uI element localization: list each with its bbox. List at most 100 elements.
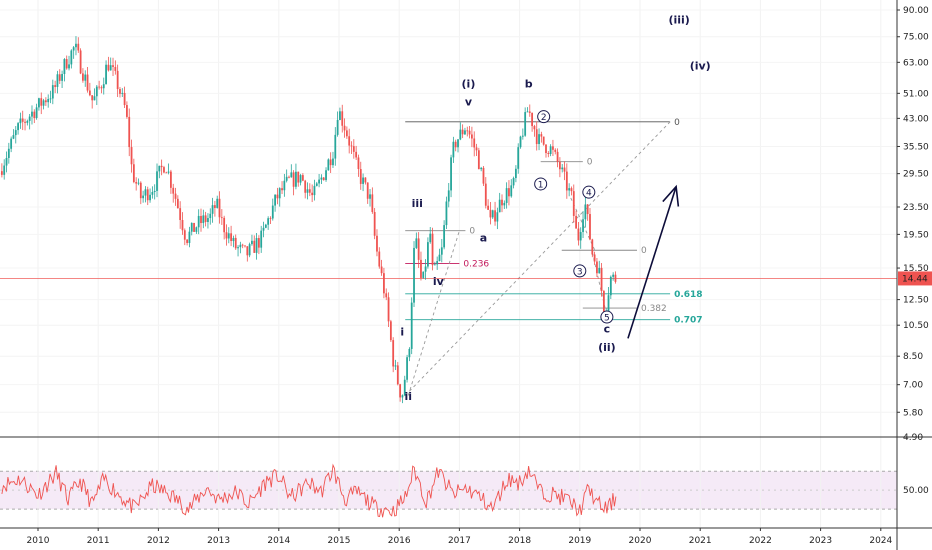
candle-body	[517, 147, 520, 169]
candle-body	[387, 297, 390, 322]
candle-body	[218, 198, 221, 218]
wave-label: (iv)	[690, 59, 711, 72]
time-tick-label: 2021	[689, 536, 712, 546]
wave-label: c	[604, 322, 611, 335]
candle-body	[135, 182, 138, 184]
candle-body	[475, 147, 478, 151]
candle-body	[255, 238, 258, 253]
candle-body	[51, 85, 54, 99]
candle-body	[508, 188, 510, 197]
candle-body	[188, 231, 191, 243]
candle-body	[311, 192, 314, 196]
candle-body	[24, 121, 26, 123]
candle-body	[443, 225, 446, 248]
candle-body	[505, 188, 508, 203]
candle-body	[267, 218, 270, 225]
candle-body	[345, 130, 348, 137]
candle-body	[163, 167, 165, 173]
price-tick-label: 19.50	[903, 230, 929, 240]
time-axis-labels: 2010 2011 2012 2013 2014 2015 2016 2017 2018 2019…	[27, 528, 893, 546]
candle-body	[274, 194, 276, 206]
candle-body	[109, 65, 112, 71]
candle-body	[139, 182, 142, 199]
candle-body	[565, 171, 568, 191]
price-axis-labels: 90.00 75.00 63.00 51.00 43.00 35.50 29.50 23.50…	[897, 6, 929, 496]
fib-level-label: 0.382	[641, 304, 667, 314]
candle-body	[371, 194, 374, 213]
candle-body	[540, 134, 543, 137]
candle-body	[299, 175, 302, 183]
fib-level-label: 0	[469, 227, 475, 237]
candle-body	[149, 194, 151, 201]
candle-body	[501, 199, 503, 206]
wave-circle	[582, 185, 596, 199]
candle-body	[343, 125, 346, 131]
candle-body	[190, 222, 193, 232]
candle-body	[498, 199, 501, 213]
candle-body	[31, 111, 33, 117]
candle-body	[195, 227, 198, 232]
candle-body	[40, 98, 43, 106]
candle-body	[591, 239, 594, 255]
candle-body	[450, 157, 452, 191]
candle-body	[232, 237, 235, 242]
candle-body	[281, 188, 283, 191]
candle-body	[88, 90, 91, 96]
candle-body	[584, 204, 587, 220]
candle-body	[454, 141, 457, 148]
price-tick-label: 23.50	[903, 203, 929, 213]
candle-body	[42, 100, 45, 106]
candle-body	[297, 171, 300, 183]
candle-body	[380, 266, 383, 274]
candle-body	[156, 171, 158, 191]
candle-body	[322, 177, 325, 181]
candle-body	[112, 65, 114, 67]
wave-label: iii	[412, 197, 423, 210]
candle-body	[146, 189, 149, 201]
candle-body	[350, 145, 353, 147]
candle-body	[304, 180, 307, 193]
candle-body	[204, 215, 207, 223]
price-tick-label: 12.50	[903, 296, 929, 306]
price-tick-label: 7.00	[903, 381, 923, 391]
candle-body	[596, 261, 598, 274]
candle-body	[65, 59, 68, 69]
candle-body	[72, 47, 75, 51]
candle-body	[28, 116, 31, 121]
wave-circle	[534, 177, 548, 191]
candle-body	[366, 182, 369, 199]
time-tick-label: 2024	[869, 536, 892, 546]
candle-body	[489, 209, 492, 218]
candle-body	[276, 194, 279, 199]
candle-body	[526, 111, 529, 113]
candle-body	[153, 190, 156, 193]
candle-body	[609, 276, 612, 296]
candle-body	[477, 150, 480, 170]
candle-body	[373, 212, 376, 236]
candle-body	[415, 238, 418, 248]
candle-body	[102, 84, 105, 89]
time-tick-label: 2023	[809, 536, 832, 546]
candle-body	[327, 159, 330, 171]
candle-body	[58, 74, 61, 81]
time-tick-label: 2013	[207, 536, 230, 546]
candle-body	[614, 274, 617, 282]
price-tick-label: 63.00	[903, 58, 929, 68]
candle-body	[56, 74, 59, 87]
candle-body	[181, 220, 184, 231]
candle-body	[491, 210, 494, 218]
time-tick-label: 2017	[448, 536, 471, 546]
time-tick-label: 2010	[27, 536, 50, 546]
candle-body	[225, 232, 228, 239]
candle-body	[396, 365, 399, 385]
candle-body	[440, 247, 443, 255]
fib-level-label: 0.618	[674, 290, 702, 300]
candle-body	[301, 175, 304, 181]
candle-body	[119, 89, 121, 94]
fib-trend-line	[407, 230, 460, 396]
candle-body	[577, 228, 580, 241]
candle-body	[394, 365, 397, 367]
candle-body	[378, 251, 381, 267]
wave-circle-label: 1	[538, 180, 544, 190]
